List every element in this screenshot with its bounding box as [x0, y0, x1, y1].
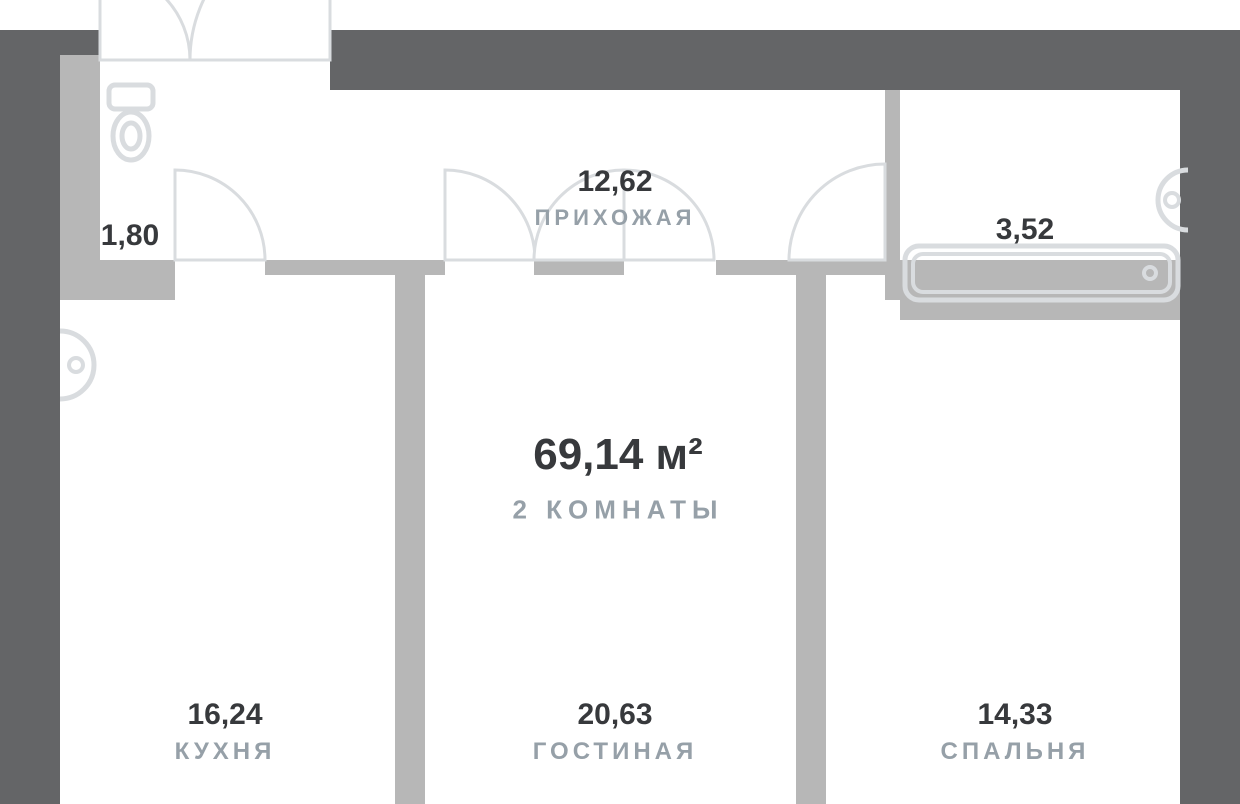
room-area-4: 20,63 [577, 698, 652, 732]
floorplan-svg [0, 0, 1240, 804]
room-label-5: СПАЛЬНЯ [941, 738, 1090, 766]
room-area-2: 3,52 [996, 213, 1054, 247]
room-area-1: 12,62 [577, 165, 652, 199]
room-label-1: ПРИХОЖАЯ [535, 205, 696, 231]
floorplan-stage: 69,14 м² 2 КОМНАТЫ 1,80 12,62 ПРИХОЖАЯ 3… [0, 0, 1240, 804]
room-label-3: КУХНЯ [175, 738, 276, 766]
room-area-5: 14,33 [977, 698, 1052, 732]
room-area-0: 1,80 [101, 219, 159, 253]
total-area-value: 69,14 м² [533, 430, 703, 480]
room-label-4: ГОСТИНАЯ [533, 738, 698, 766]
total-rooms-label: 2 КОМНАТЫ [512, 495, 723, 526]
room-area-3: 16,24 [187, 698, 262, 732]
